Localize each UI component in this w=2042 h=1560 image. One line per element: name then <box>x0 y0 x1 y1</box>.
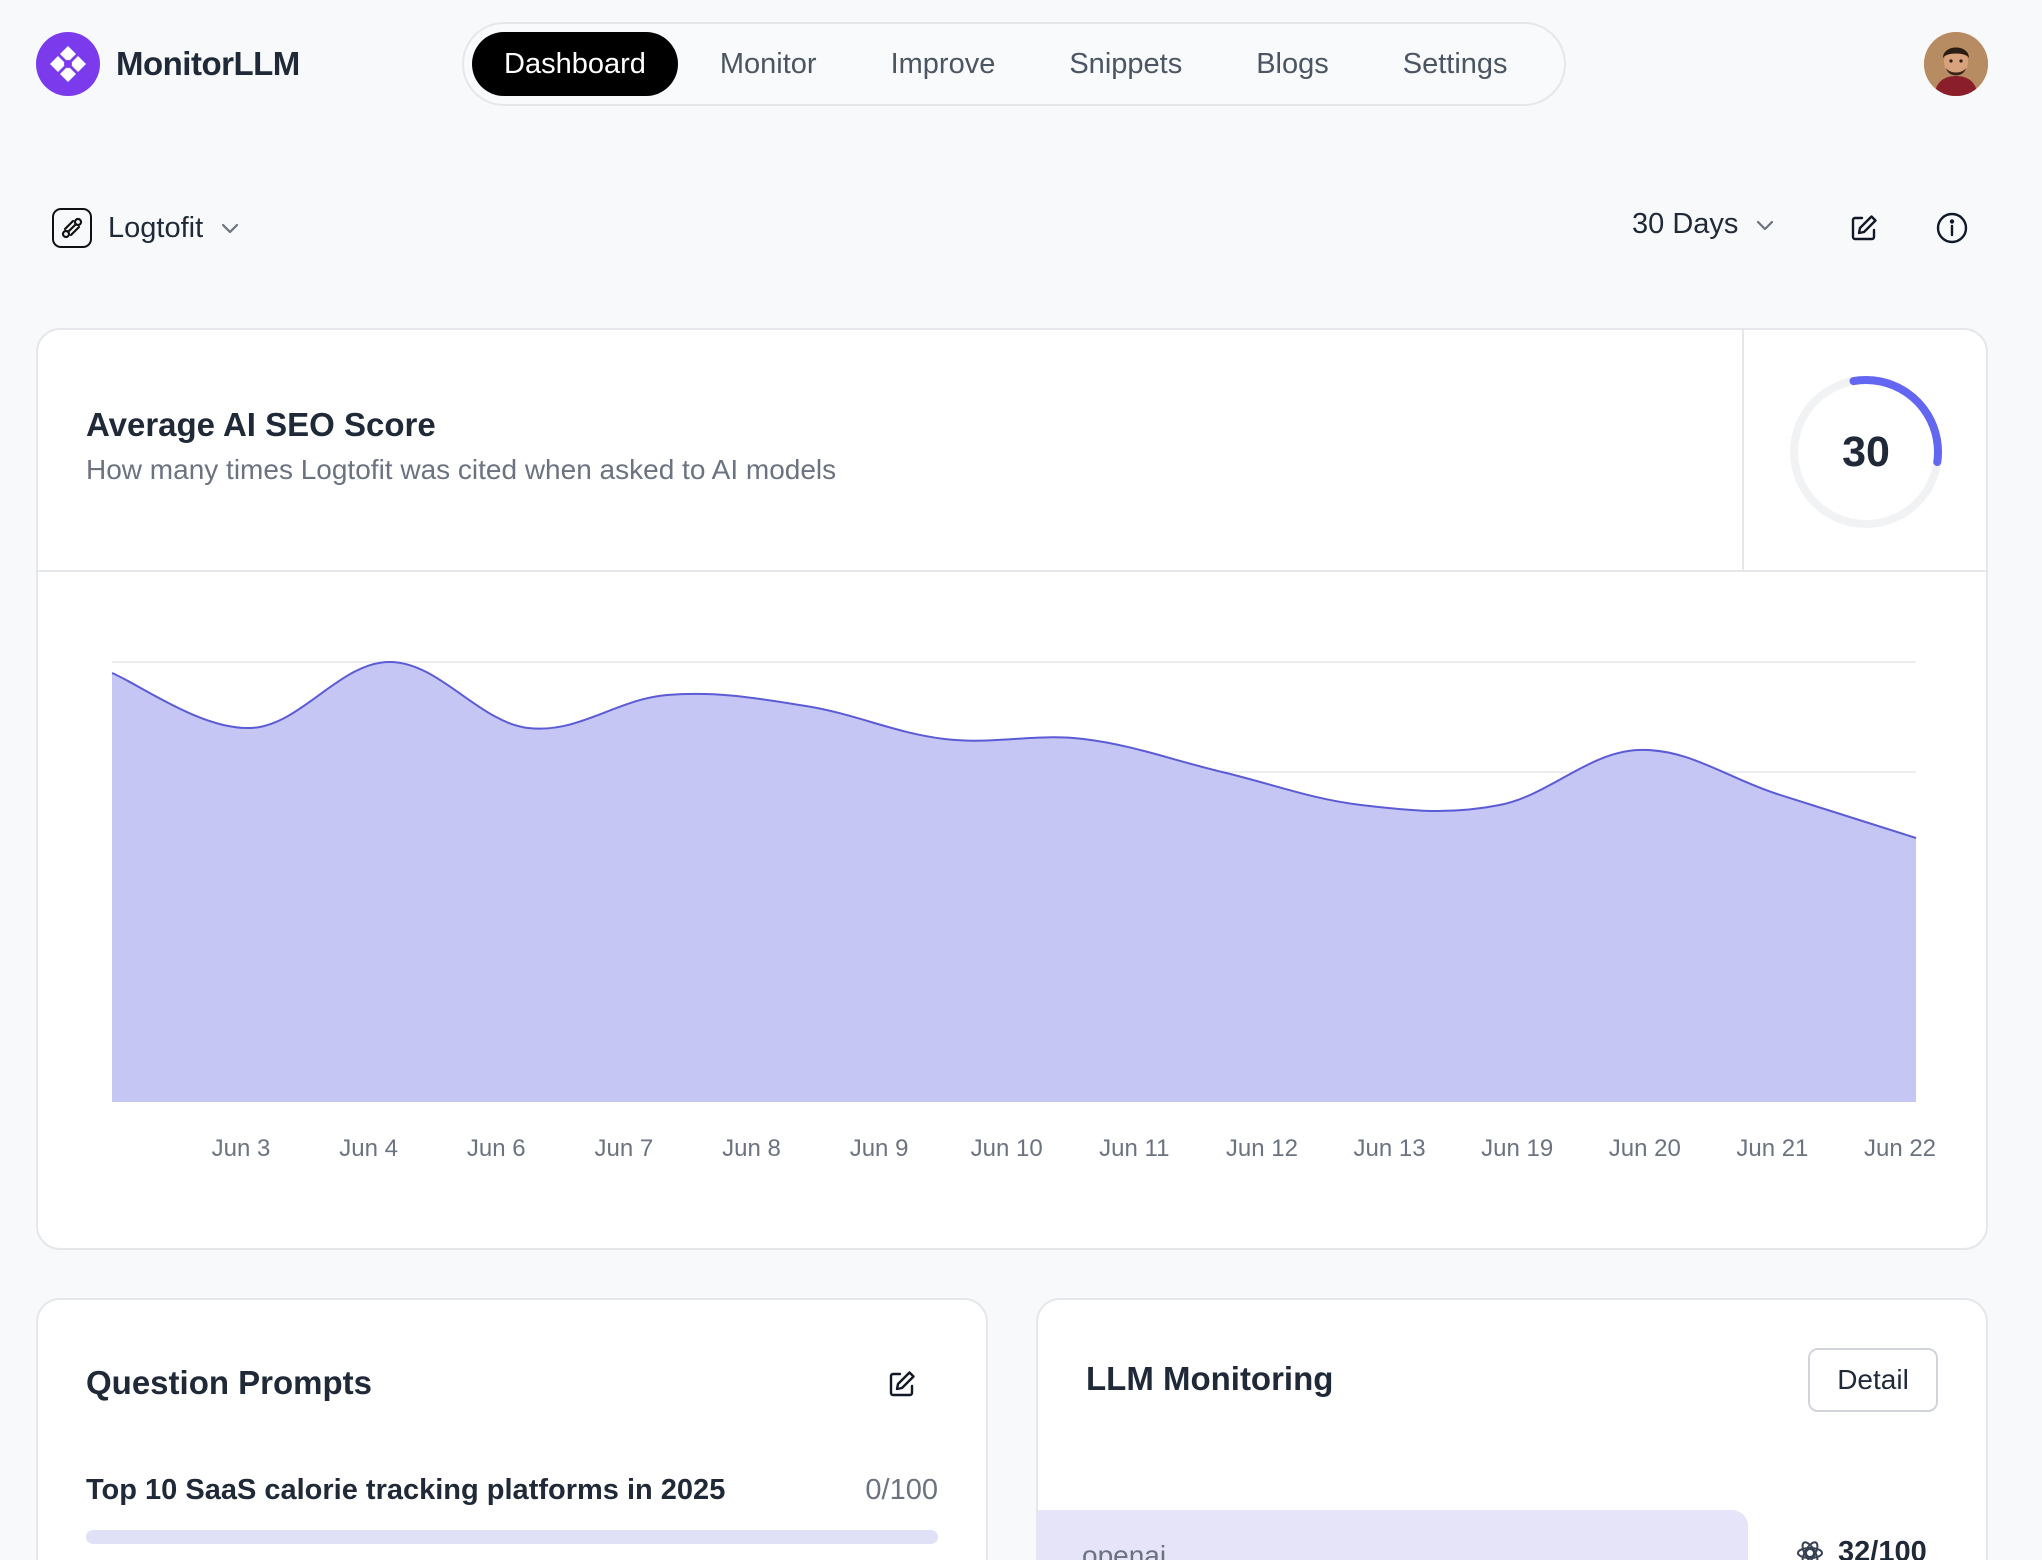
x-tick-label: Jun 11 <box>1099 1135 1169 1162</box>
data-point-jun-13[interactable] <box>1357 801 1365 809</box>
x-tick-label: Jun 12 <box>1226 1135 1298 1162</box>
x-tick-label: Jun 19 <box>1481 1135 1553 1162</box>
data-point-jun-12[interactable] <box>1218 768 1226 776</box>
openai-icon <box>1797 1540 1823 1560</box>
avatar-illustration <box>1924 32 1988 96</box>
edit-icon <box>1851 215 1877 241</box>
prompt-item[interactable]: Top 10 SaaS calorie tracking platforms i… <box>86 1474 938 1507</box>
edit-icon <box>889 1371 915 1397</box>
llm-provider-score: 32/100 <box>1794 1536 1927 1560</box>
nav-snippets[interactable]: Snippets <box>1069 47 1183 80</box>
nav-dashboard[interactable]: Dashboard <box>472 32 678 96</box>
chart-x-axis: Jun 3 Jun 4 Jun 6 Jun 7 Jun 8 Jun 9 Jun 10 Jun … <box>212 1135 1936 1162</box>
chart-area <box>112 662 1916 1102</box>
edit-prompts-button[interactable] <box>880 1362 924 1406</box>
info-icon <box>1936 212 1968 244</box>
project-name: Logtofit <box>108 211 204 244</box>
x-tick-label: Jun 8 <box>722 1135 781 1162</box>
data-point-jun-10[interactable] <box>941 735 949 743</box>
score-title: Average AI SEO Score <box>86 406 436 443</box>
edit-button[interactable] <box>1842 206 1886 250</box>
chart-line <box>111 660 1917 839</box>
data-point-jun-11[interactable] <box>1079 735 1087 743</box>
data-point-jun-22[interactable] <box>1912 834 1920 842</box>
x-tick-label: Jun 4 <box>339 1135 398 1162</box>
x-tick-label: Jun 22 <box>1864 1135 1936 1162</box>
x-tick-label: Jun 13 <box>1354 1135 1426 1162</box>
score-divider <box>38 570 1986 572</box>
score-gauge: 30 <box>1788 374 1944 530</box>
data-point-jun-9[interactable] <box>802 702 810 710</box>
score-value: 30 <box>1842 427 1890 476</box>
prompts-title: Question Prompts <box>86 1364 373 1401</box>
data-point-jun-4[interactable] <box>247 724 255 732</box>
x-tick-label: Jun 7 <box>594 1135 653 1162</box>
llm-monitoring-card: LLM Monitoring Detail openai 32/100 <box>1036 1298 1988 1560</box>
info-button[interactable] <box>1930 206 1974 250</box>
chevron-down-icon <box>1757 220 1774 230</box>
data-point-jun-7[interactable] <box>524 724 532 732</box>
x-tick-label: Jun 3 <box>212 1135 271 1162</box>
detail-button[interactable]: Detail <box>1808 1348 1938 1412</box>
prompt-progress-bar <box>86 1530 938 1544</box>
score-header: Average AI SEO Score How many times Logt… <box>38 330 1744 572</box>
gauge-progress <box>1790 376 1942 528</box>
user-avatar[interactable] <box>1924 32 1988 96</box>
prompt-text: Top 10 SaaS calorie tracking platforms i… <box>86 1474 726 1506</box>
data-point-jun-3[interactable] <box>108 669 116 677</box>
data-point-jun-20[interactable] <box>1634 746 1642 754</box>
data-point-jun-19[interactable] <box>1496 801 1504 809</box>
llm-provider-bar: openai <box>1038 1510 1748 1560</box>
date-range-select[interactable]: 30 Days <box>1632 208 1776 241</box>
project-select[interactable]: Logtofit <box>52 208 241 248</box>
x-tick-label: Jun 9 <box>850 1135 909 1162</box>
data-point-jun-6[interactable] <box>386 658 394 666</box>
score-subtitle: How many times Logtofit was cited when a… <box>86 454 837 485</box>
date-range-label: 30 Days <box>1632 208 1739 240</box>
question-prompts-card: Question Prompts Top 10 SaaS calorie tra… <box>36 1298 988 1560</box>
ai-seo-score-card: Average AI SEO Score How many times Logt… <box>36 328 1988 1250</box>
llm-provider-name: openai <box>1082 1540 1167 1560</box>
nav-improve[interactable]: Improve <box>890 47 996 80</box>
score-chart: Jun 3 Jun 4 Jun 6 Jun 7 Jun 8 Jun 9 Jun 10 Jun … <box>108 658 1936 1162</box>
project-icon <box>52 208 92 248</box>
nav-monitor[interactable]: Monitor <box>719 47 817 80</box>
logo-icon <box>36 32 100 96</box>
llm-title: LLM Monitoring <box>1086 1360 1334 1397</box>
brand-logo[interactable]: MonitorLLM <box>36 32 300 96</box>
x-tick-label: Jun 20 <box>1609 1135 1681 1162</box>
x-tick-label: Jun 21 <box>1736 1135 1808 1162</box>
x-tick-label: Jun 10 <box>971 1135 1043 1162</box>
brand-name: MonitorLLM <box>116 45 300 82</box>
x-tick-label: Jun 6 <box>467 1135 526 1162</box>
prompt-score: 0/100 <box>865 1474 938 1506</box>
data-point-jun-21[interactable] <box>1773 790 1781 798</box>
chevron-down-icon <box>222 223 239 234</box>
main-nav: Dashboard Monitor Improve Snippets Blogs… <box>462 22 1566 106</box>
llm-score-value: 32/100 <box>1838 1536 1927 1560</box>
data-point-jun-8[interactable] <box>663 691 671 699</box>
nav-settings[interactable]: Settings <box>1402 47 1508 80</box>
nav-blogs[interactable]: Blogs <box>1256 47 1329 80</box>
